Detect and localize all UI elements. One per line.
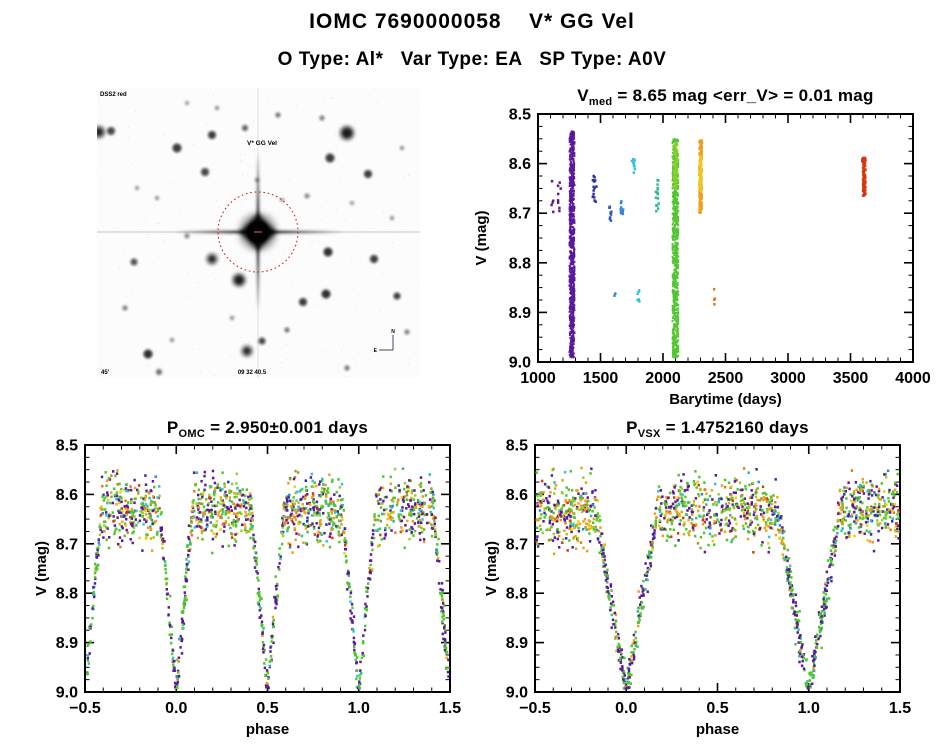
target-label: V* GG Vel — [247, 140, 277, 147]
lightcurve-timeseries-plot: Vmed = 8.65 mag <err_V> = 0.01 mag 1000 1… — [460, 84, 940, 416]
title-main: P — [626, 418, 638, 437]
y-tick-label: 8.9 — [506, 635, 528, 652]
coords-label: 09 32 40.5 — [238, 370, 267, 376]
y-axis-label: V (mag) — [483, 541, 500, 596]
axes: −0.5 0.0 0.5 1.0 1.5 8.5 8.6 8.7 8.8 8.9 9.0 — [506, 438, 911, 718]
y-tick-label: 9.0 — [509, 355, 531, 372]
background-stars — [97, 101, 410, 375]
data-points — [550, 130, 867, 359]
y-tick-label: 8.9 — [56, 635, 78, 652]
y-tick-label: 8.8 — [509, 255, 531, 272]
axes: −0.5 0.0 0.5 1.0 1.5 8.5 8.6 8.7 8.8 8.9 9.0 — [56, 438, 461, 718]
x-tick-label: 1000 — [520, 370, 556, 387]
y-tick-label: 9.0 — [56, 685, 78, 702]
x-tick-label: 0.0 — [615, 700, 637, 717]
x-tick-label: 1500 — [583, 370, 619, 387]
target-marker — [217, 191, 299, 273]
x-tick-label: 2500 — [708, 370, 744, 387]
finder-chart-image: V* GG Vel DSS2 red 09 32 40.5 45' N E — [97, 88, 420, 378]
title-main: V — [577, 86, 589, 105]
title-rest: = 1.4752160 days — [660, 418, 809, 437]
y-tick-label: 8.5 — [506, 438, 528, 455]
title-main: P — [166, 418, 179, 437]
timeseries-plot-canvas: 1000 1500 2000 2500 3000 3500 4000 8.5 8.6 8.7 8.8… — [473, 107, 931, 409]
data-points — [86, 467, 450, 690]
x-tick-label: 0.0 — [165, 700, 187, 717]
x-tick-label: 1.5 — [439, 700, 461, 717]
axes: 1000 1500 2000 2500 3000 3500 4000 8.5 8.6 8.7 8.8… — [509, 107, 931, 388]
x-tick-label: 1.5 — [889, 700, 911, 717]
x-axis-label: phase — [696, 721, 739, 738]
title-rest: = 8.65 mag <err_V> = 0.01 mag — [612, 86, 874, 105]
title-rest: = 2.950±0.001 days — [205, 418, 369, 437]
y-tick-label: 8.6 — [506, 487, 528, 504]
scale-label: 45' — [101, 370, 110, 376]
y-axis-label: V (mag) — [33, 541, 50, 596]
vsx-plot-title: PVSX = 1.4752160 days — [535, 418, 900, 440]
x-tick-label: 2000 — [645, 370, 681, 387]
x-tick-label: 0.5 — [706, 700, 728, 717]
y-tick-label: 8.6 — [56, 487, 78, 504]
x-tick-label: 1.0 — [798, 700, 820, 717]
omc-plot-canvas: −0.5 0.0 0.5 1.0 1.5 8.5 8.6 8.7 8.8 8.9 9.0 phase V… — [33, 438, 461, 739]
y-tick-label: 8.7 — [509, 206, 531, 223]
x-axis-label: phase — [246, 721, 289, 738]
survey-label: DSS2 red — [100, 92, 127, 98]
compass-north-label: N — [391, 329, 395, 335]
y-tick-label: 8.5 — [56, 438, 78, 455]
y-tick-label: 8.7 — [506, 536, 528, 553]
x-tick-label: 1.0 — [348, 700, 370, 717]
y-tick-label: 9.0 — [506, 685, 528, 702]
x-tick-label: −0.5 — [519, 700, 551, 717]
omc-plot-title: POMC = 2.950±0.001 days — [85, 418, 450, 440]
page-subtitle: O Type: Al* Var Type: EA SP Type: A0V — [277, 49, 667, 70]
vsx-plot-canvas: −0.5 0.0 0.5 1.0 1.5 8.5 8.6 8.7 8.8 8.9 9.0 phase V… — [483, 438, 911, 739]
x-tick-label: 3000 — [770, 370, 806, 387]
title-subscript: med — [588, 96, 613, 108]
y-tick-label: 8.8 — [506, 586, 528, 603]
y-tick-label: 8.6 — [509, 156, 531, 173]
x-tick-label: 3500 — [833, 370, 869, 387]
x-axis-label: Barytime (days) — [669, 391, 782, 408]
y-tick-label: 8.5 — [509, 107, 531, 124]
y-tick-label: 8.9 — [509, 305, 531, 322]
x-tick-label: 4000 — [895, 370, 931, 387]
title-subscript: VSX — [637, 428, 661, 440]
data-points — [535, 466, 900, 690]
x-tick-label: 0.5 — [256, 700, 278, 717]
x-tick-label: −0.5 — [69, 700, 101, 717]
timeseries-plot-title: Vmed = 8.65 mag <err_V> = 0.01 mag — [538, 86, 913, 108]
page-title: IOMC 7690000058 V* GG Vel — [309, 10, 635, 33]
folded-lightcurve-omc-plot: POMC = 2.950±0.001 days −0.5 0.0 0.5 1.0 1.5… — [28, 418, 475, 746]
folded-lightcurve-vsx-plot: PVSX = 1.4752160 days −0.5 0.0 0.5 1.0 1.5 8.… — [478, 418, 925, 746]
title-subscript: OMC — [178, 428, 206, 440]
y-tick-label: 8.8 — [56, 586, 78, 603]
y-tick-label: 8.7 — [56, 536, 78, 553]
compass-icon: NE — [374, 329, 396, 354]
film-grain — [97, 88, 419, 377]
y-axis-label: V (mag) — [473, 210, 490, 265]
compass-east-label: E — [374, 348, 378, 354]
